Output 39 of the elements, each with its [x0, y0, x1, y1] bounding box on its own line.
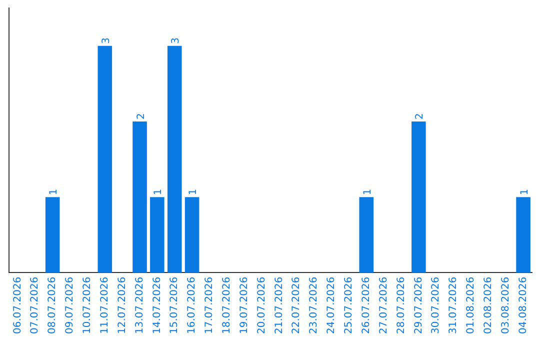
- data-label: 2: [136, 113, 147, 120]
- x-tick-label: 25.07.2026: [344, 276, 355, 334]
- x-tick-label: 09.07.2026: [64, 276, 76, 334]
- x-tick-label: 26.07.2026: [360, 276, 372, 334]
- data-label: 1: [362, 188, 374, 196]
- x-tick-label: 18.07.2026: [222, 276, 233, 334]
- x-tick-label: 15.07.2026: [169, 276, 180, 334]
- data-label: 1: [153, 188, 164, 196]
- x-tick-label: 01.08.2026: [466, 276, 477, 334]
- x-tick-label: 28.07.2026: [396, 276, 407, 334]
- x-tick-label: 30.07.2026: [430, 276, 442, 334]
- x-tick-label: 12.07.2026: [116, 276, 128, 334]
- data-label: 2: [414, 113, 426, 120]
- x-tick-label: 27.07.2026: [378, 276, 390, 334]
- x-tick-label: 24.07.2026: [326, 276, 338, 334]
- x-tick-label: 21.07.2026: [274, 276, 285, 334]
- x-tick-label: 02.08.2026: [483, 276, 494, 334]
- data-label: 1: [188, 188, 200, 196]
- x-tick-label: 20.07.2026: [256, 276, 268, 334]
- data-label: 3: [100, 37, 112, 44]
- data-label: 1: [48, 188, 60, 196]
- x-tick-label: 29.07.2026: [413, 276, 424, 334]
- x-tick-label: 17.07.2026: [204, 276, 216, 334]
- x-tick-label: 19.07.2026: [238, 276, 250, 334]
- data-label: 1: [519, 188, 530, 196]
- x-tick-label: 10.07.2026: [82, 276, 94, 334]
- x-tick-label: 07.07.2026: [30, 276, 41, 334]
- x-tick-label: 31.07.2026: [448, 276, 460, 334]
- x-tick-label: 11.07.2026: [99, 276, 110, 334]
- x-tick-label: 03.08.2026: [500, 276, 512, 334]
- x-tick-label: 06.07.2026: [12, 276, 24, 334]
- x-tick-label: 22.07.2026: [291, 276, 302, 334]
- x-tick-label: 04.08.2026: [518, 276, 529, 334]
- x-tick-label: 16.07.2026: [186, 276, 198, 334]
- x-tick-label: 23.07.2026: [308, 276, 320, 334]
- x-tick-label: 13.07.2026: [134, 276, 146, 334]
- x-tick-label: 14.07.2026: [152, 276, 163, 334]
- x-tick-label: 08.07.2026: [47, 276, 58, 334]
- data-label: 3: [170, 37, 182, 44]
